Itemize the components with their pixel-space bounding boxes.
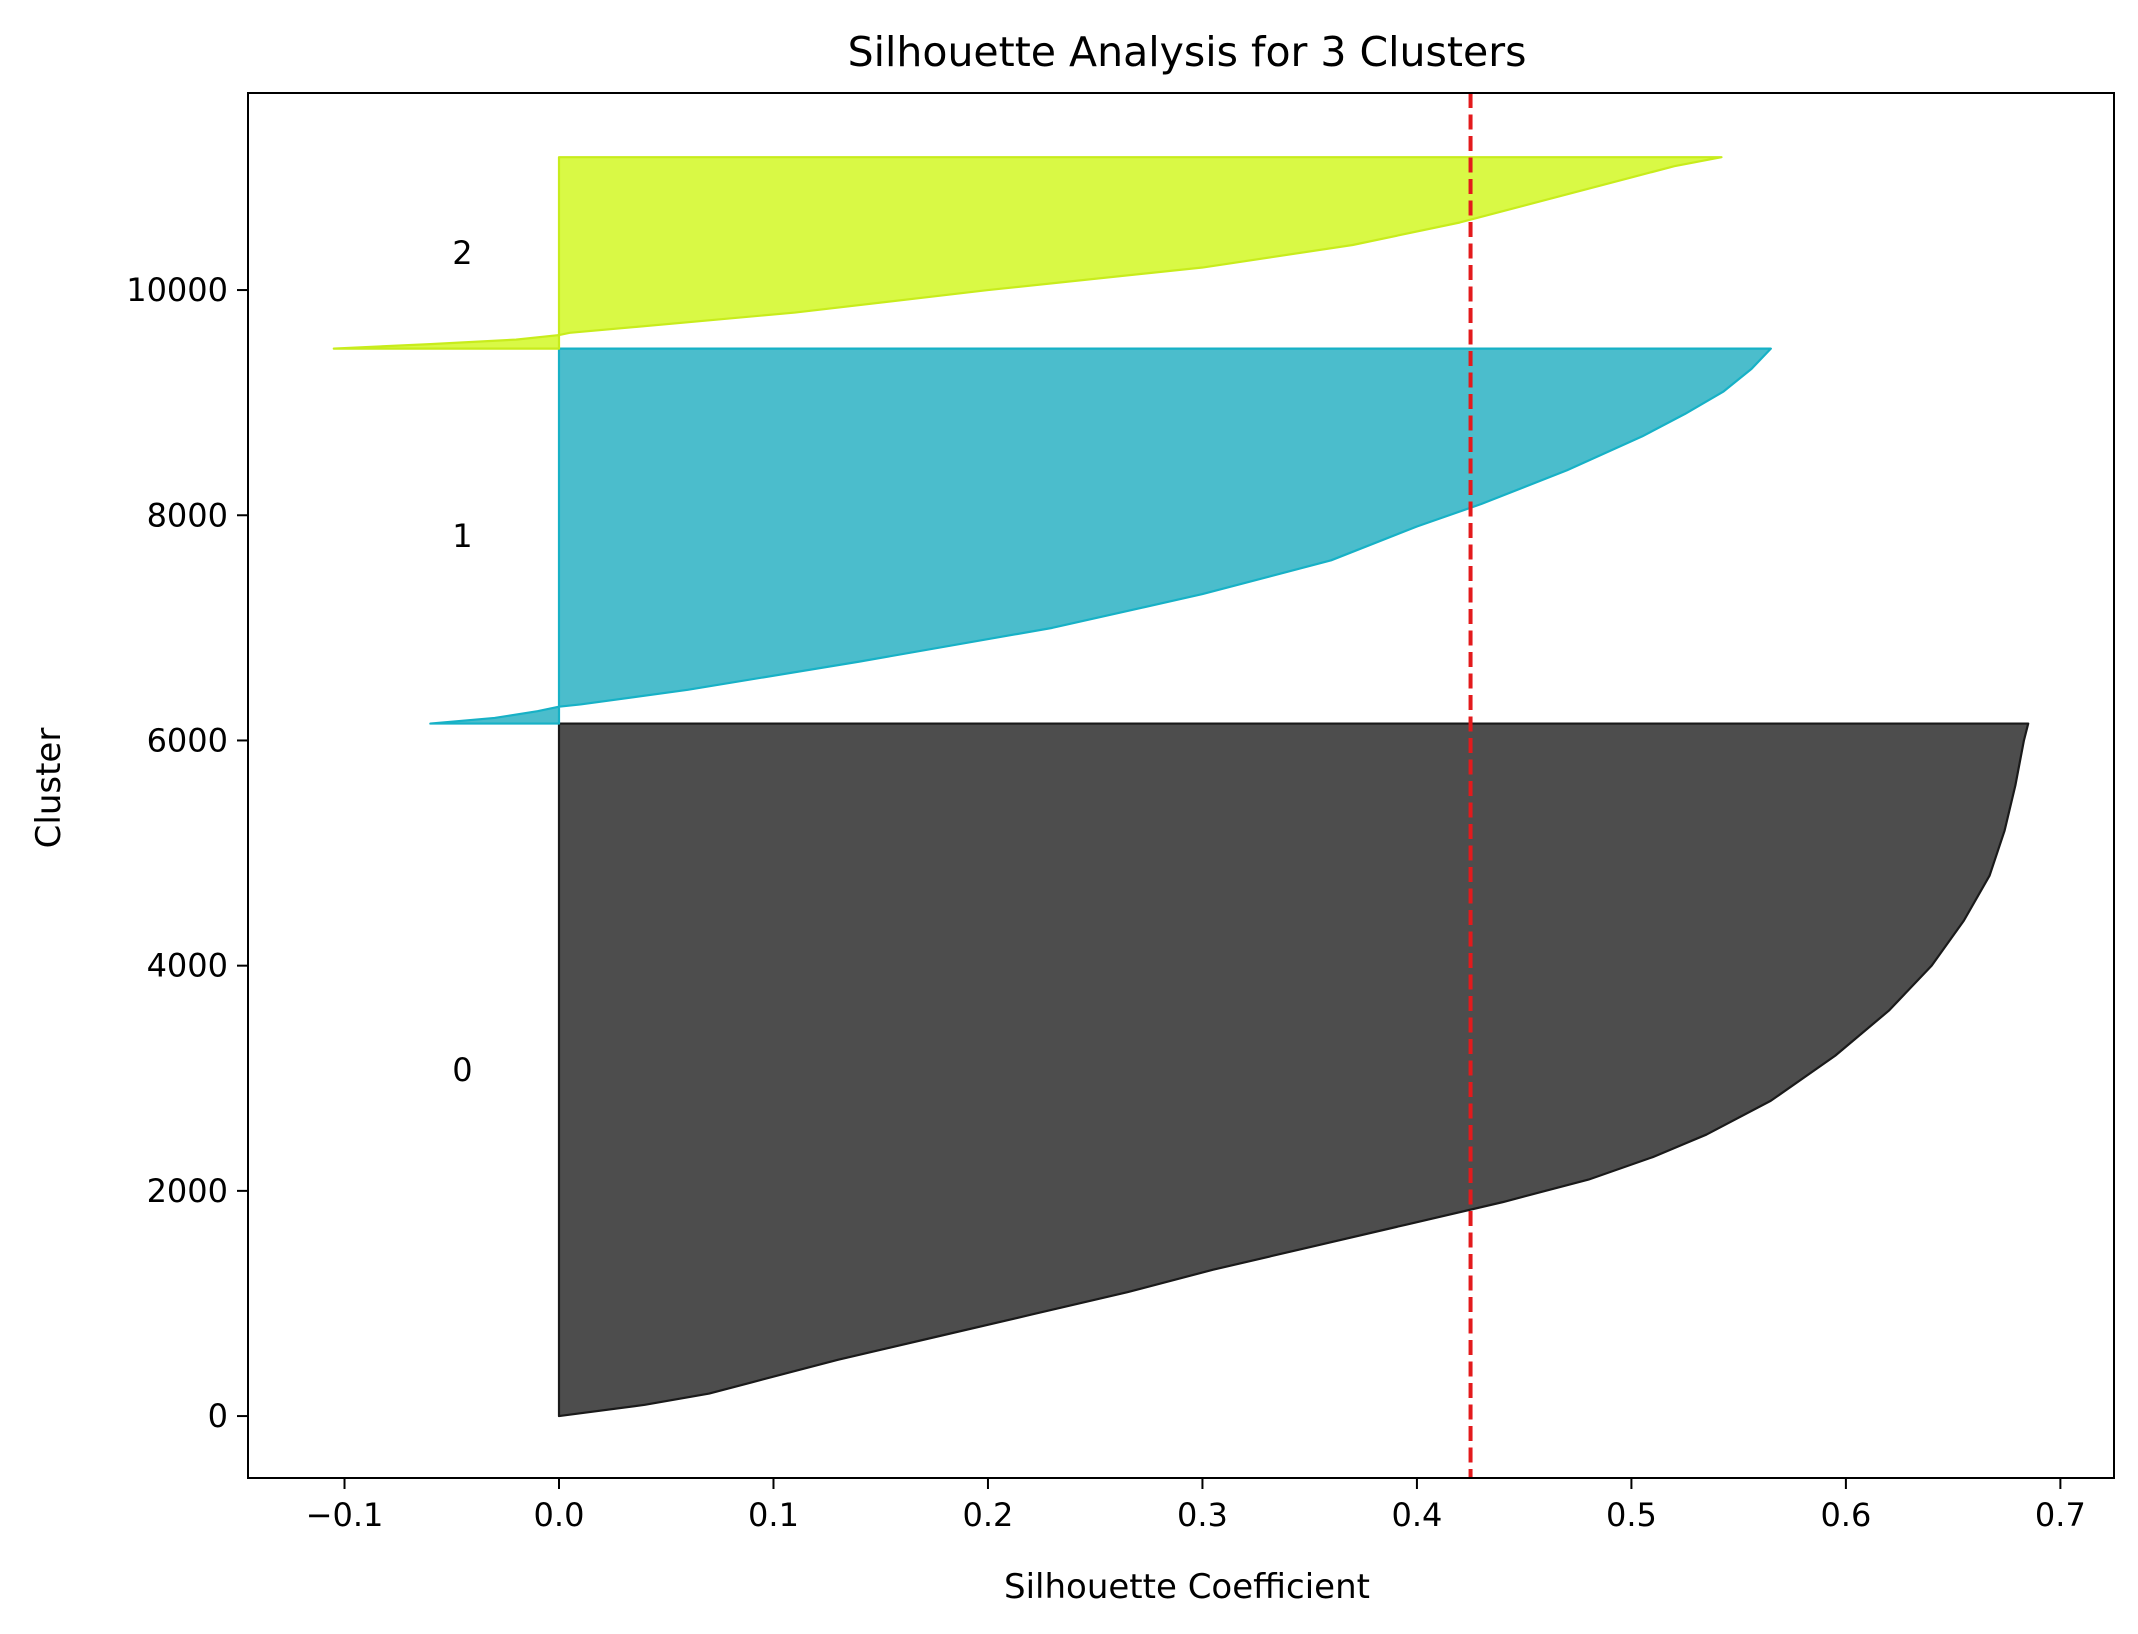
plot-area: 0 1 2 <box>332 93 2030 1478</box>
y-tick-label: 10000 <box>126 271 228 309</box>
axes: −0.1 0.0 0.1 0.2 0.3 0.4 0.5 0.6 0.7 0 2000 4000 600… <box>126 92 2115 1534</box>
x-tick-label: 0.7 <box>2035 1496 2086 1534</box>
x-tick-label: 0.6 <box>1820 1496 1871 1534</box>
cluster-2-silhouette <box>332 156 1723 350</box>
x-tick-label: 0.0 <box>534 1496 585 1534</box>
y-axis-title: Cluster <box>29 728 69 849</box>
x-tick-label: 0.3 <box>1177 1496 1228 1534</box>
cluster-1-silhouette <box>429 347 1772 725</box>
cluster-1-label: 1 <box>452 517 472 555</box>
chart-title: Silhouette Analysis for 3 Clusters <box>848 28 1527 76</box>
y-tick-label: 0 <box>208 1397 228 1435</box>
cluster-0-silhouette <box>557 722 2030 1418</box>
x-tick-label: 0.1 <box>748 1496 799 1534</box>
y-tick-label: 8000 <box>147 496 228 534</box>
x-tick-label: 0.5 <box>1606 1496 1657 1534</box>
x-tick-label: 0.2 <box>963 1496 1014 1534</box>
x-axis-title: Silhouette Coefficient <box>1004 1567 1370 1607</box>
x-tick-label: −0.1 <box>306 1496 384 1534</box>
x-tick-label: 0.4 <box>1391 1496 1442 1534</box>
cluster-0-label: 0 <box>452 1051 472 1089</box>
y-tick-label: 4000 <box>147 947 228 985</box>
cluster-2-label: 2 <box>452 234 472 272</box>
y-tick-label: 2000 <box>147 1172 228 1210</box>
axes-frame <box>247 92 2115 1479</box>
y-tick-label: 6000 <box>147 721 228 759</box>
